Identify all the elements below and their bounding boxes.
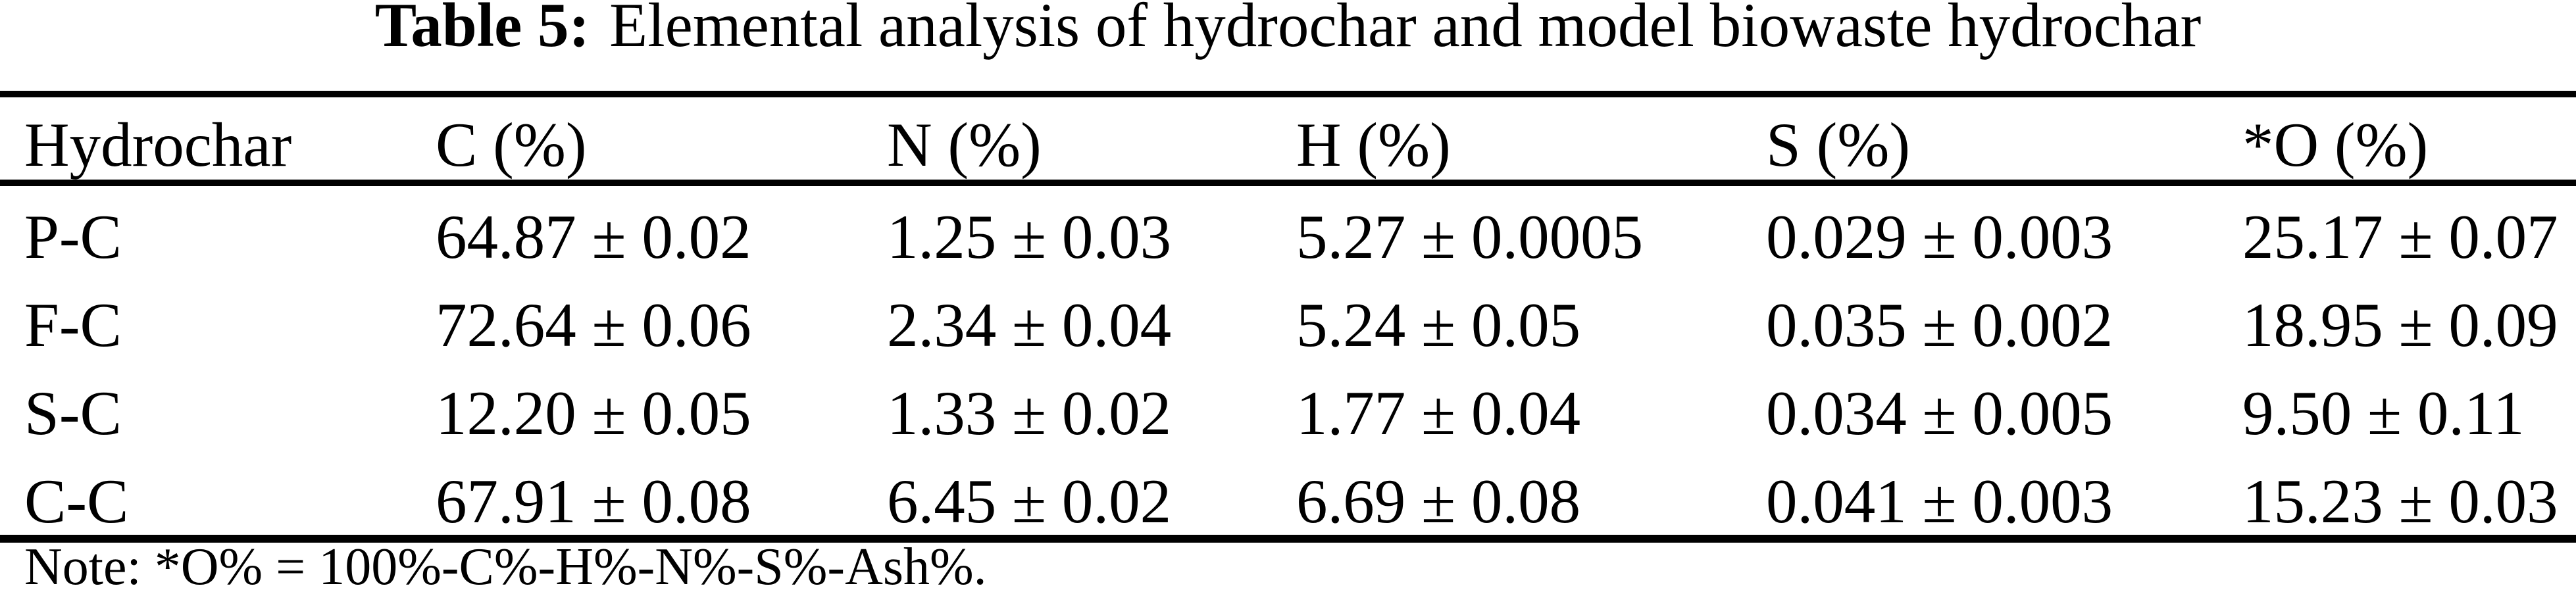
- table-row: P-C 64.87 ± 0.02 1.25 ± 0.03 5.27 ± 0.00…: [0, 194, 2576, 280]
- row-label: C-C: [24, 466, 129, 536]
- column-header-hydrochar: Hydrochar: [24, 110, 292, 180]
- table-cell: 15.23 ± 0.03: [2242, 466, 2558, 536]
- table-header-rule: [0, 180, 2576, 186]
- column-header-c: C (%): [436, 110, 587, 180]
- row-label: S-C: [24, 378, 122, 448]
- table-cell: 1.33 ± 0.02: [887, 378, 1172, 448]
- table-cell: 0.034 ± 0.005: [1766, 378, 2113, 448]
- table-row: F-C 72.64 ± 0.06 2.34 ± 0.04 5.24 ± 0.05…: [0, 282, 2576, 368]
- table-cell: 18.95 ± 0.09: [2242, 289, 2558, 360]
- table-cell: 6.45 ± 0.02: [887, 466, 1172, 536]
- table-top-rule: [0, 91, 2576, 97]
- table-cell: 25.17 ± 0.07: [2242, 201, 2558, 272]
- table-footnote: Note: *O% = 100%-C%-H%-N%-S%-Ash%.: [24, 538, 987, 592]
- table-cell: 9.50 ± 0.11: [2242, 378, 2525, 448]
- table-cell: 0.041 ± 0.003: [1766, 466, 2113, 536]
- table-cell: 6.69 ± 0.08: [1296, 466, 1581, 536]
- table-row: C-C 67.91 ± 0.08 6.45 ± 0.02 6.69 ± 0.08…: [0, 458, 2576, 544]
- table-bottom-rule: [0, 535, 2576, 543]
- table-caption-label: Table 5:: [374, 0, 590, 60]
- table-cell: 72.64 ± 0.06: [436, 289, 751, 360]
- column-header-o: *O (%): [2242, 110, 2429, 180]
- row-label: P-C: [24, 201, 122, 272]
- table-caption: Table 5: Elemental analysis of hydrochar …: [0, 0, 2576, 60]
- table-row: S-C 12.20 ± 0.05 1.33 ± 0.02 1.77 ± 0.04…: [0, 370, 2576, 456]
- table-cell: 1.77 ± 0.04: [1296, 378, 1581, 448]
- table-cell: 0.029 ± 0.003: [1766, 201, 2113, 272]
- column-header-s: S (%): [1766, 110, 1910, 180]
- table-cell: 5.24 ± 0.05: [1296, 289, 1581, 360]
- table-caption-text: Elemental analysis of hydrochar and mode…: [609, 0, 2202, 60]
- table-cell: 1.25 ± 0.03: [887, 201, 1172, 272]
- table-cell: 12.20 ± 0.05: [436, 378, 751, 448]
- column-header-n: N (%): [887, 110, 1042, 180]
- row-label: F-C: [24, 289, 122, 360]
- table-cell: 67.91 ± 0.08: [436, 466, 751, 536]
- table-cell: 2.34 ± 0.04: [887, 289, 1172, 360]
- table-cell: 5.27 ± 0.0005: [1296, 201, 1644, 272]
- table-cell: 0.035 ± 0.002: [1766, 289, 2113, 360]
- column-header-h: H (%): [1296, 110, 1451, 180]
- table-header-row: Hydrochar C (%) N (%) H (%) S (%) *O (%): [0, 97, 2576, 180]
- table-cell: 64.87 ± 0.02: [436, 201, 751, 272]
